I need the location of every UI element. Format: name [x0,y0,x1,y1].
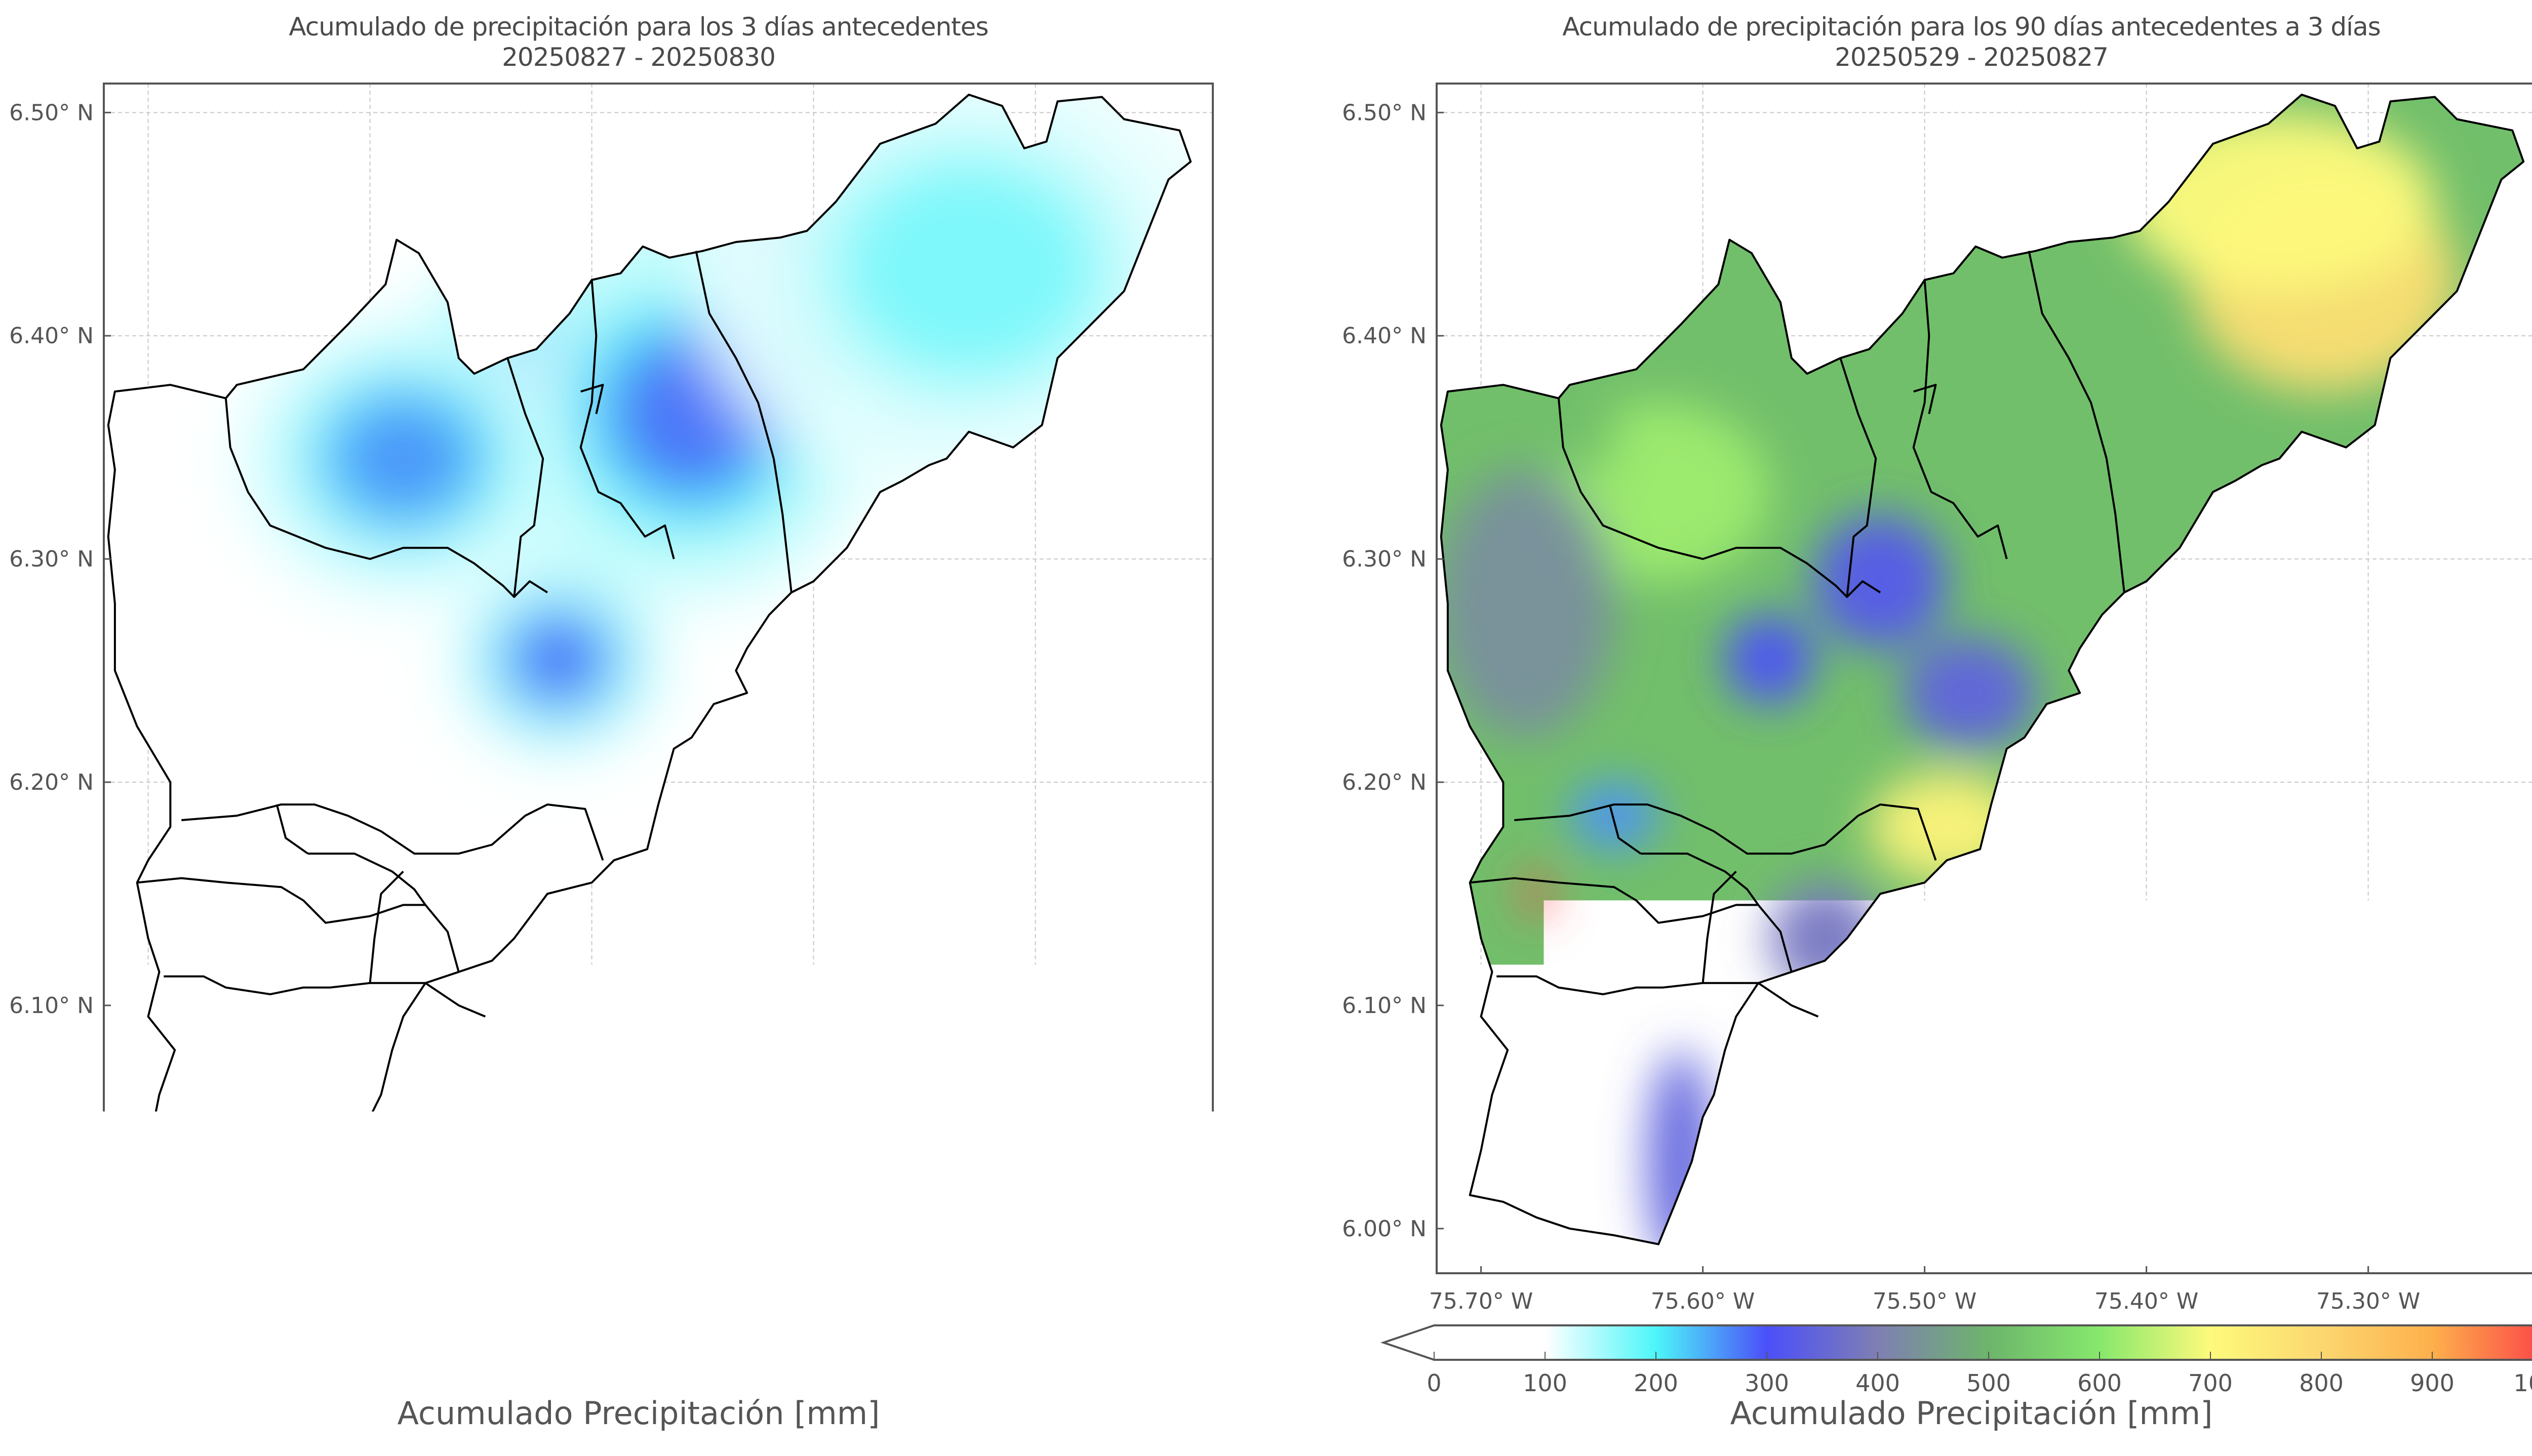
hotspot-7 [1769,882,1880,994]
panel-3-day: Acumulado de precipitación para los 3 dí… [0,0,1277,1456]
hotspot-4 [510,615,608,704]
colorbar-gradient [1434,1325,2532,1360]
hotspot-5 [1570,782,1658,849]
hotspot-8 [1647,1050,1714,1273]
hotspot-2 [1869,771,2025,882]
y-tick-label: 6.50° N [1342,100,1427,126]
x-tick-label: 75.30° W [983,1288,1087,1314]
hotspot-4 [1725,615,1813,704]
hotspot-5 [836,157,1102,380]
colorbar-tick-label: 30 [419,1369,449,1397]
colorbar-tick-label: 500 [1966,1369,2011,1397]
hotspot-3 [1814,514,1947,649]
y-tick-label: 6.40° N [1342,323,1427,349]
x-tick-label: 75.50° W [540,1288,644,1314]
colorbar-tick-label: 5 [149,1369,164,1397]
colorbar-tick-label: 0 [91,1369,105,1397]
colorbar-tick-label: 600 [2077,1369,2122,1397]
x-tick-label: 75.60° W [1651,1288,1755,1314]
colorbar: 0 1 5 10 15 20 25 30 35 40 50 60 80 100 [51,1325,1261,1397]
hotspot-11 [1437,470,1614,738]
colorbar-tick-label: 800 [2299,1369,2344,1397]
hotspot-6 [1903,637,2036,748]
y-tick-label: 6.40° N [9,323,94,349]
precipitation-map-3-day: 75.70° W 75.60° W 75.50° W 75.40° W 75.30° W… [0,0,1277,1456]
colorbar-tick-label: 300 [1745,1369,1789,1397]
colorbar-tick-label: 100 [1523,1369,1567,1397]
y-tick-label: 6.00° N [9,1216,94,1242]
colorbar-tick-label: 50 [641,1369,671,1397]
hotspot-3 [326,391,481,525]
colorbar-tick-label: 40 [530,1369,560,1397]
colorbar-label: Acumulado Precipitación [mm] [0,1395,1277,1432]
colorbar-extend-under [51,1325,101,1360]
panel-90-day: Acumulado de precipitación para los 90 d… [1333,0,2532,1456]
colorbar-tick-label: 10 [197,1369,227,1397]
colorbar-tick-label: 1 [109,1369,124,1397]
colorbar-tick-label: 1000 [2513,1369,2532,1397]
y-tick-label: 6.00° N [1342,1216,1427,1242]
colorbar-tick-label: 100 [1188,1369,1233,1397]
colorbar-label: Acumulado Precipitación [mm] [1333,1395,2532,1432]
colorbar-extend-over [1210,1325,1261,1360]
x-tick-label: 75.50° W [1873,1288,1976,1314]
y-tick-label: 6.10° N [9,993,94,1019]
colorbar-tick-label: 15 [253,1369,283,1397]
colorbar-tick-label: 35 [474,1369,504,1397]
y-tick-label: 6.30° N [9,546,94,572]
x-tick-label: 75.30° W [2316,1288,2420,1314]
x-tick-label: 75.40° W [762,1288,865,1314]
precipitation-field [1437,95,2523,1273]
x-tick-label: 75.70° W [1429,1288,1533,1314]
hotspot-9 [1523,871,1550,916]
y-tick-label: 6.30° N [1342,546,1427,572]
y-tick-label: 6.20° N [1342,770,1427,795]
colorbar: 0 100 200 300 400 500 600 700 800 900 1000 [1383,1325,2532,1397]
colorbar-tick-label: 400 [1855,1369,1900,1397]
colorbar-tick-label: 200 [1634,1369,1678,1397]
colorbar-tick-label: 60 [752,1369,782,1397]
precipitation-field [108,34,1248,1244]
precipitation-map-90-day: 75.70° W 75.60° W 75.50° W 75.40° W 75.30° W… [1333,0,2532,1456]
y-tick-label: 6.10° N [1342,993,1427,1019]
colorbar-tick-label: 25 [364,1369,393,1397]
colorbar-tick-label: 20 [308,1369,338,1397]
x-tick-label: 75.70° W [96,1288,200,1314]
colorbar-tick-label: 80 [974,1369,1004,1397]
x-tick-label: 75.60° W [318,1288,422,1314]
colorbar-tick-label: 900 [2410,1369,2455,1397]
y-tick-label: 6.20° N [9,770,94,795]
y-tick-label: 6.50° N [9,100,94,126]
colorbar-extend-under [1383,1325,1434,1360]
colorbar-tick-label: 700 [2188,1369,2233,1397]
colorbar-tick-label: 0 [1427,1369,1441,1397]
x-tick-label: 75.40° W [2094,1288,2198,1314]
hotspot-1 [2124,112,2435,291]
